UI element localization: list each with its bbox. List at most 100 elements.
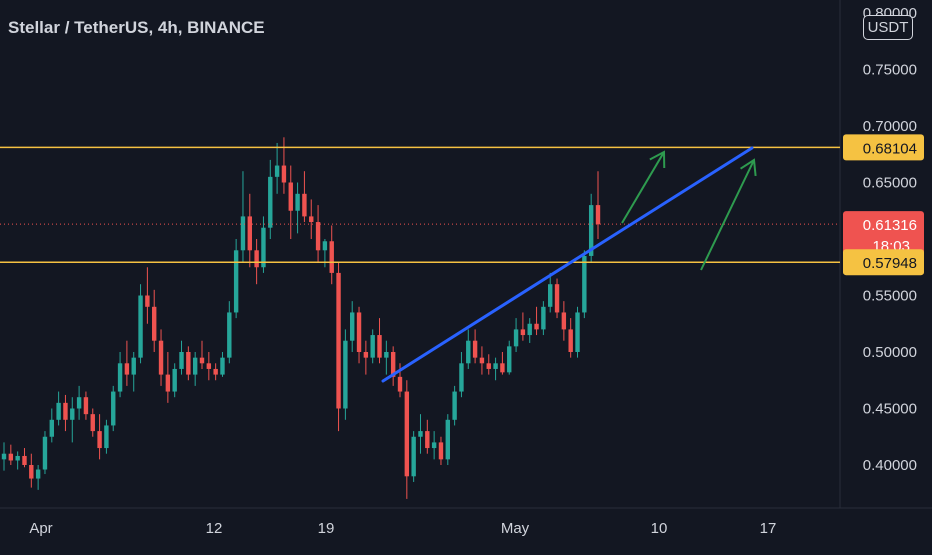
- y-tick-label: 0.65000: [863, 175, 917, 192]
- candle-body: [507, 346, 512, 373]
- arrow-shaft: [621, 151, 665, 224]
- candle-body: [8, 453, 14, 461]
- candles-group: [1, 137, 601, 499]
- candle-body: [384, 352, 389, 358]
- candle-body: [411, 436, 416, 477]
- candle-body: [29, 465, 34, 479]
- y-tick-label: 0.55000: [863, 288, 917, 305]
- arrow-head: [740, 158, 757, 177]
- candle-body: [466, 340, 471, 364]
- candle-body: [425, 431, 430, 449]
- candle-body: [104, 425, 109, 449]
- candle-body: [527, 323, 532, 336]
- candle-body: [268, 176, 273, 228]
- candle-body: [418, 431, 423, 437]
- support-price-label: 0.57948: [863, 255, 917, 272]
- candle-body: [158, 340, 164, 375]
- drawings-group: [381, 146, 757, 383]
- chart-title: Stellar / TetherUS, 4h, BINANCE: [8, 18, 265, 37]
- candle-body: [145, 295, 150, 307]
- candle-body: [588, 205, 594, 256]
- candle-body: [479, 357, 485, 364]
- candle-body: [179, 352, 184, 369]
- arrow-shaft: [700, 159, 755, 271]
- candle-body: [295, 193, 300, 211]
- current-price-label: 0.61316: [863, 217, 917, 234]
- candle-body: [390, 352, 396, 377]
- candle-body: [240, 216, 246, 251]
- y-tick-label: 0.70000: [863, 118, 917, 135]
- trendline[interactable]: [381, 146, 754, 383]
- candle-body: [90, 414, 95, 432]
- candle-body: [233, 250, 239, 313]
- candle-body: [520, 329, 526, 336]
- candle-body: [554, 284, 560, 313]
- candle-body: [261, 227, 266, 268]
- candle-body: [445, 419, 450, 460]
- candle-body: [152, 306, 157, 341]
- candle-body: [452, 391, 457, 420]
- candle-body: [199, 357, 205, 364]
- candle-body: [97, 431, 102, 449]
- candle-body: [186, 352, 191, 375]
- y-tick-label: 0.75000: [863, 62, 917, 79]
- arrow-up-2[interactable]: [700, 158, 757, 271]
- candle-body: [131, 357, 136, 375]
- candle-body: [22, 455, 27, 465]
- candle-body: [493, 363, 498, 369]
- x-tick-label: 10: [651, 520, 668, 537]
- candle-body: [70, 408, 75, 420]
- x-tick-label: Apr: [29, 520, 52, 537]
- candle-body: [370, 335, 375, 358]
- candle-body: [220, 357, 225, 375]
- candle-body: [247, 216, 252, 251]
- x-tick-label: May: [501, 520, 530, 537]
- y-tick-label: 0.40000: [863, 457, 917, 474]
- candle-body: [459, 363, 464, 392]
- candle-body: [404, 391, 410, 477]
- candle-body: [438, 442, 444, 460]
- candle-body: [35, 469, 41, 479]
- x-tick-label: 12: [206, 520, 223, 537]
- candle-body: [431, 442, 437, 449]
- candle-body: [63, 402, 68, 420]
- price-axis[interactable]: 0.800000.750000.700000.650000.600000.550…: [863, 5, 917, 474]
- candle-body: [534, 323, 539, 330]
- candle-body: [309, 216, 314, 223]
- x-tick-label: 19: [318, 520, 335, 537]
- candle-body: [274, 165, 280, 177]
- candle-body: [356, 312, 362, 352]
- currency-button[interactable]: USDT: [863, 15, 913, 40]
- candle-body: [302, 193, 307, 217]
- arrow-up-1[interactable]: [621, 150, 666, 224]
- candle-body: [288, 182, 293, 211]
- candle-body: [206, 363, 212, 369]
- candle-body: [124, 363, 130, 375]
- candle-body: [363, 352, 369, 358]
- candle-body: [49, 419, 54, 437]
- candle-body: [329, 241, 334, 273]
- candle-body: [541, 306, 546, 330]
- x-tick-label: 17: [760, 520, 777, 537]
- levels-group: [0, 146, 840, 263]
- candle-body: [281, 165, 287, 183]
- candle-body: [76, 397, 82, 409]
- candle-body: [254, 250, 259, 268]
- candle-body: [15, 455, 20, 461]
- y-tick-label: 0.50000: [863, 344, 917, 361]
- support-price-tag: [843, 249, 924, 276]
- current-price-tag: [843, 211, 924, 258]
- time-axis[interactable]: Apr 12 19 May 10 17: [29, 520, 776, 537]
- candle-body: [486, 363, 491, 369]
- candle-body: [472, 340, 478, 358]
- candle-body: [117, 363, 123, 392]
- candle-body: [582, 255, 587, 313]
- candle-body: [227, 312, 232, 358]
- candle-body: [336, 272, 341, 409]
- candle-body: [500, 363, 505, 373]
- arrow-head: [649, 150, 666, 169]
